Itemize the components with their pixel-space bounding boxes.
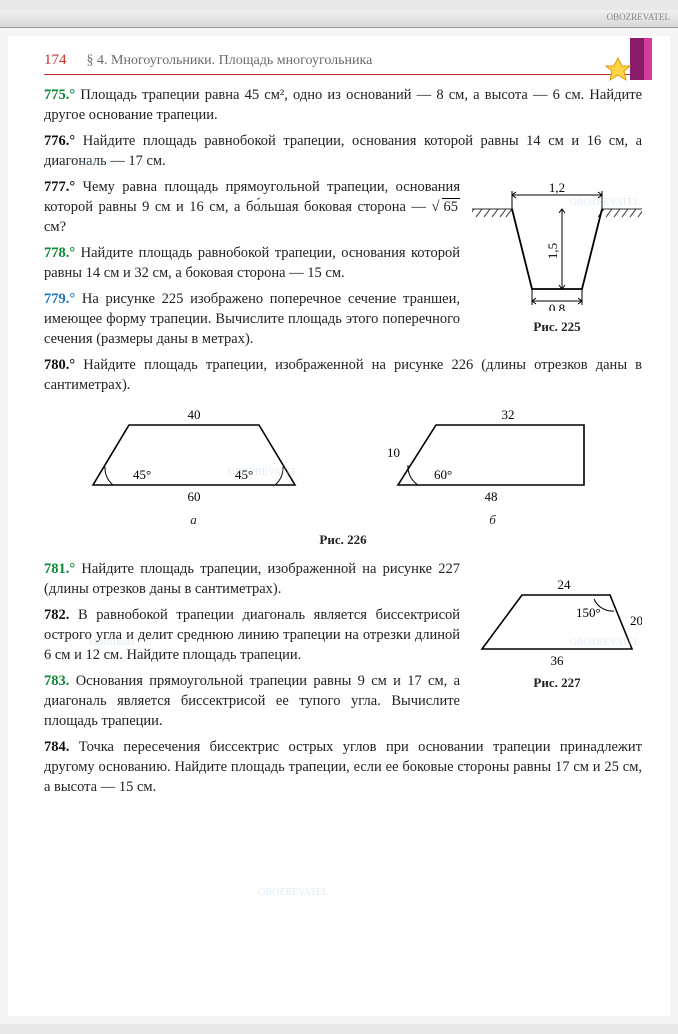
problem-num: 782. xyxy=(44,607,69,623)
problem-text: Площадь трапеции равна 45 см², одно из о… xyxy=(44,87,642,123)
problem-text: Найдите площадь трапеции, изображенной н… xyxy=(44,561,460,597)
figure-225-svg: 1,2 1,5 0,8 xyxy=(472,181,642,311)
svg-text:45°: 45° xyxy=(133,467,151,482)
problem-776: 776.° Найдите площадь равнобокой трапеци… xyxy=(44,131,642,171)
problem-text: Найдите площадь равнобокой трапеции, осн… xyxy=(44,133,642,169)
svg-text:40: 40 xyxy=(187,407,200,422)
problem-num: 783. xyxy=(44,673,69,689)
problem-text: Найдите площадь равнобокой трапе­ции, ос… xyxy=(44,245,460,281)
figure-225: 1,2 1,5 0,8 Рис. 225 xyxy=(472,181,642,336)
browser-top-bar: OBOZREVATEL xyxy=(0,10,678,28)
problem-775: 775.° Площадь трапеции равна 45 см², одн… xyxy=(44,85,642,125)
fig225-height: 1,5 xyxy=(545,243,560,259)
problem-num: 780.° xyxy=(44,357,75,373)
star-decoration-icon xyxy=(600,36,656,82)
problem-num: 784. xyxy=(44,739,69,755)
problem-784: 784. Точка пересечения биссектрис острых… xyxy=(44,737,642,797)
figure-226-caption: Рис. 226 xyxy=(44,531,642,549)
page-wrap: OBOZREVATEL МояШкола OBOZREVATEL OBOZREV… xyxy=(0,10,678,1024)
figure-227: 24 150° 20 36 Рис. 227 xyxy=(472,577,642,692)
problem-text: Точка пересечения биссектрис острых угло… xyxy=(44,739,642,795)
problem-text: В равнобокой трапеции диагональ являет­с… xyxy=(44,607,460,663)
chapter-title: § 4. Многоугольники. Площадь многоугольн… xyxy=(87,51,373,70)
problem-num: 777.° xyxy=(44,179,75,195)
page-content: МояШкола OBOZREVATEL OBOZREVATEL МояШкол… xyxy=(8,36,670,1016)
svg-text:45°: 45° xyxy=(235,467,253,482)
svg-text:48: 48 xyxy=(484,489,497,504)
svg-text:10: 10 xyxy=(387,445,400,460)
problem-num: 781.° xyxy=(44,561,75,577)
problem-text: На рисунке 225 изображено попереч­ное се… xyxy=(44,291,460,347)
fig226b-sub: б xyxy=(378,511,608,529)
figure-226: 40 45° 45° 60 а 32 10 60° xyxy=(44,405,642,529)
figure-226a: 40 45° 45° 60 а xyxy=(79,405,309,529)
svg-text:60: 60 xyxy=(187,489,200,504)
problem-num: 779.° xyxy=(44,291,75,307)
svg-text:20: 20 xyxy=(630,613,642,628)
figure-227-caption: Рис. 227 xyxy=(472,674,642,692)
top-bar-right: OBOZREVATEL xyxy=(607,12,670,25)
svg-text:32: 32 xyxy=(501,407,514,422)
problem-780: 780.° Найдите площадь трапеции, изображе… xyxy=(44,355,642,395)
figure-226b: 32 10 60° 48 б xyxy=(378,405,608,529)
svg-text:150°: 150° xyxy=(576,605,601,620)
problem-text: Найдите площадь трапеции, изображенной н… xyxy=(44,357,642,393)
page-number: 174 xyxy=(44,50,67,71)
page-header: 174 § 4. Многоугольники. Площадь многоуг… xyxy=(44,50,642,75)
problem-num: 775.° xyxy=(44,87,75,103)
fig225-bottom: 0,8 xyxy=(549,301,565,311)
svg-text:24: 24 xyxy=(558,577,572,592)
problem-text: Основания прямоугольной трапеции равны 9… xyxy=(44,673,460,729)
watermark: OBOZREVATEL xyxy=(258,886,328,900)
sqrt-icon: √65 xyxy=(432,197,460,217)
problem-num: 778.° xyxy=(44,245,75,261)
fig225-top: 1,2 xyxy=(549,181,565,195)
problem-num: 776.° xyxy=(44,133,75,149)
problem-text-a: Чему равна площадь прямоугольной трапеци… xyxy=(44,179,460,215)
svg-text:60°: 60° xyxy=(434,467,452,482)
problem-text-b: см? xyxy=(44,219,66,235)
svg-text:36: 36 xyxy=(551,653,565,667)
fig226a-sub: а xyxy=(79,511,309,529)
figure-225-caption: Рис. 225 xyxy=(472,318,642,336)
